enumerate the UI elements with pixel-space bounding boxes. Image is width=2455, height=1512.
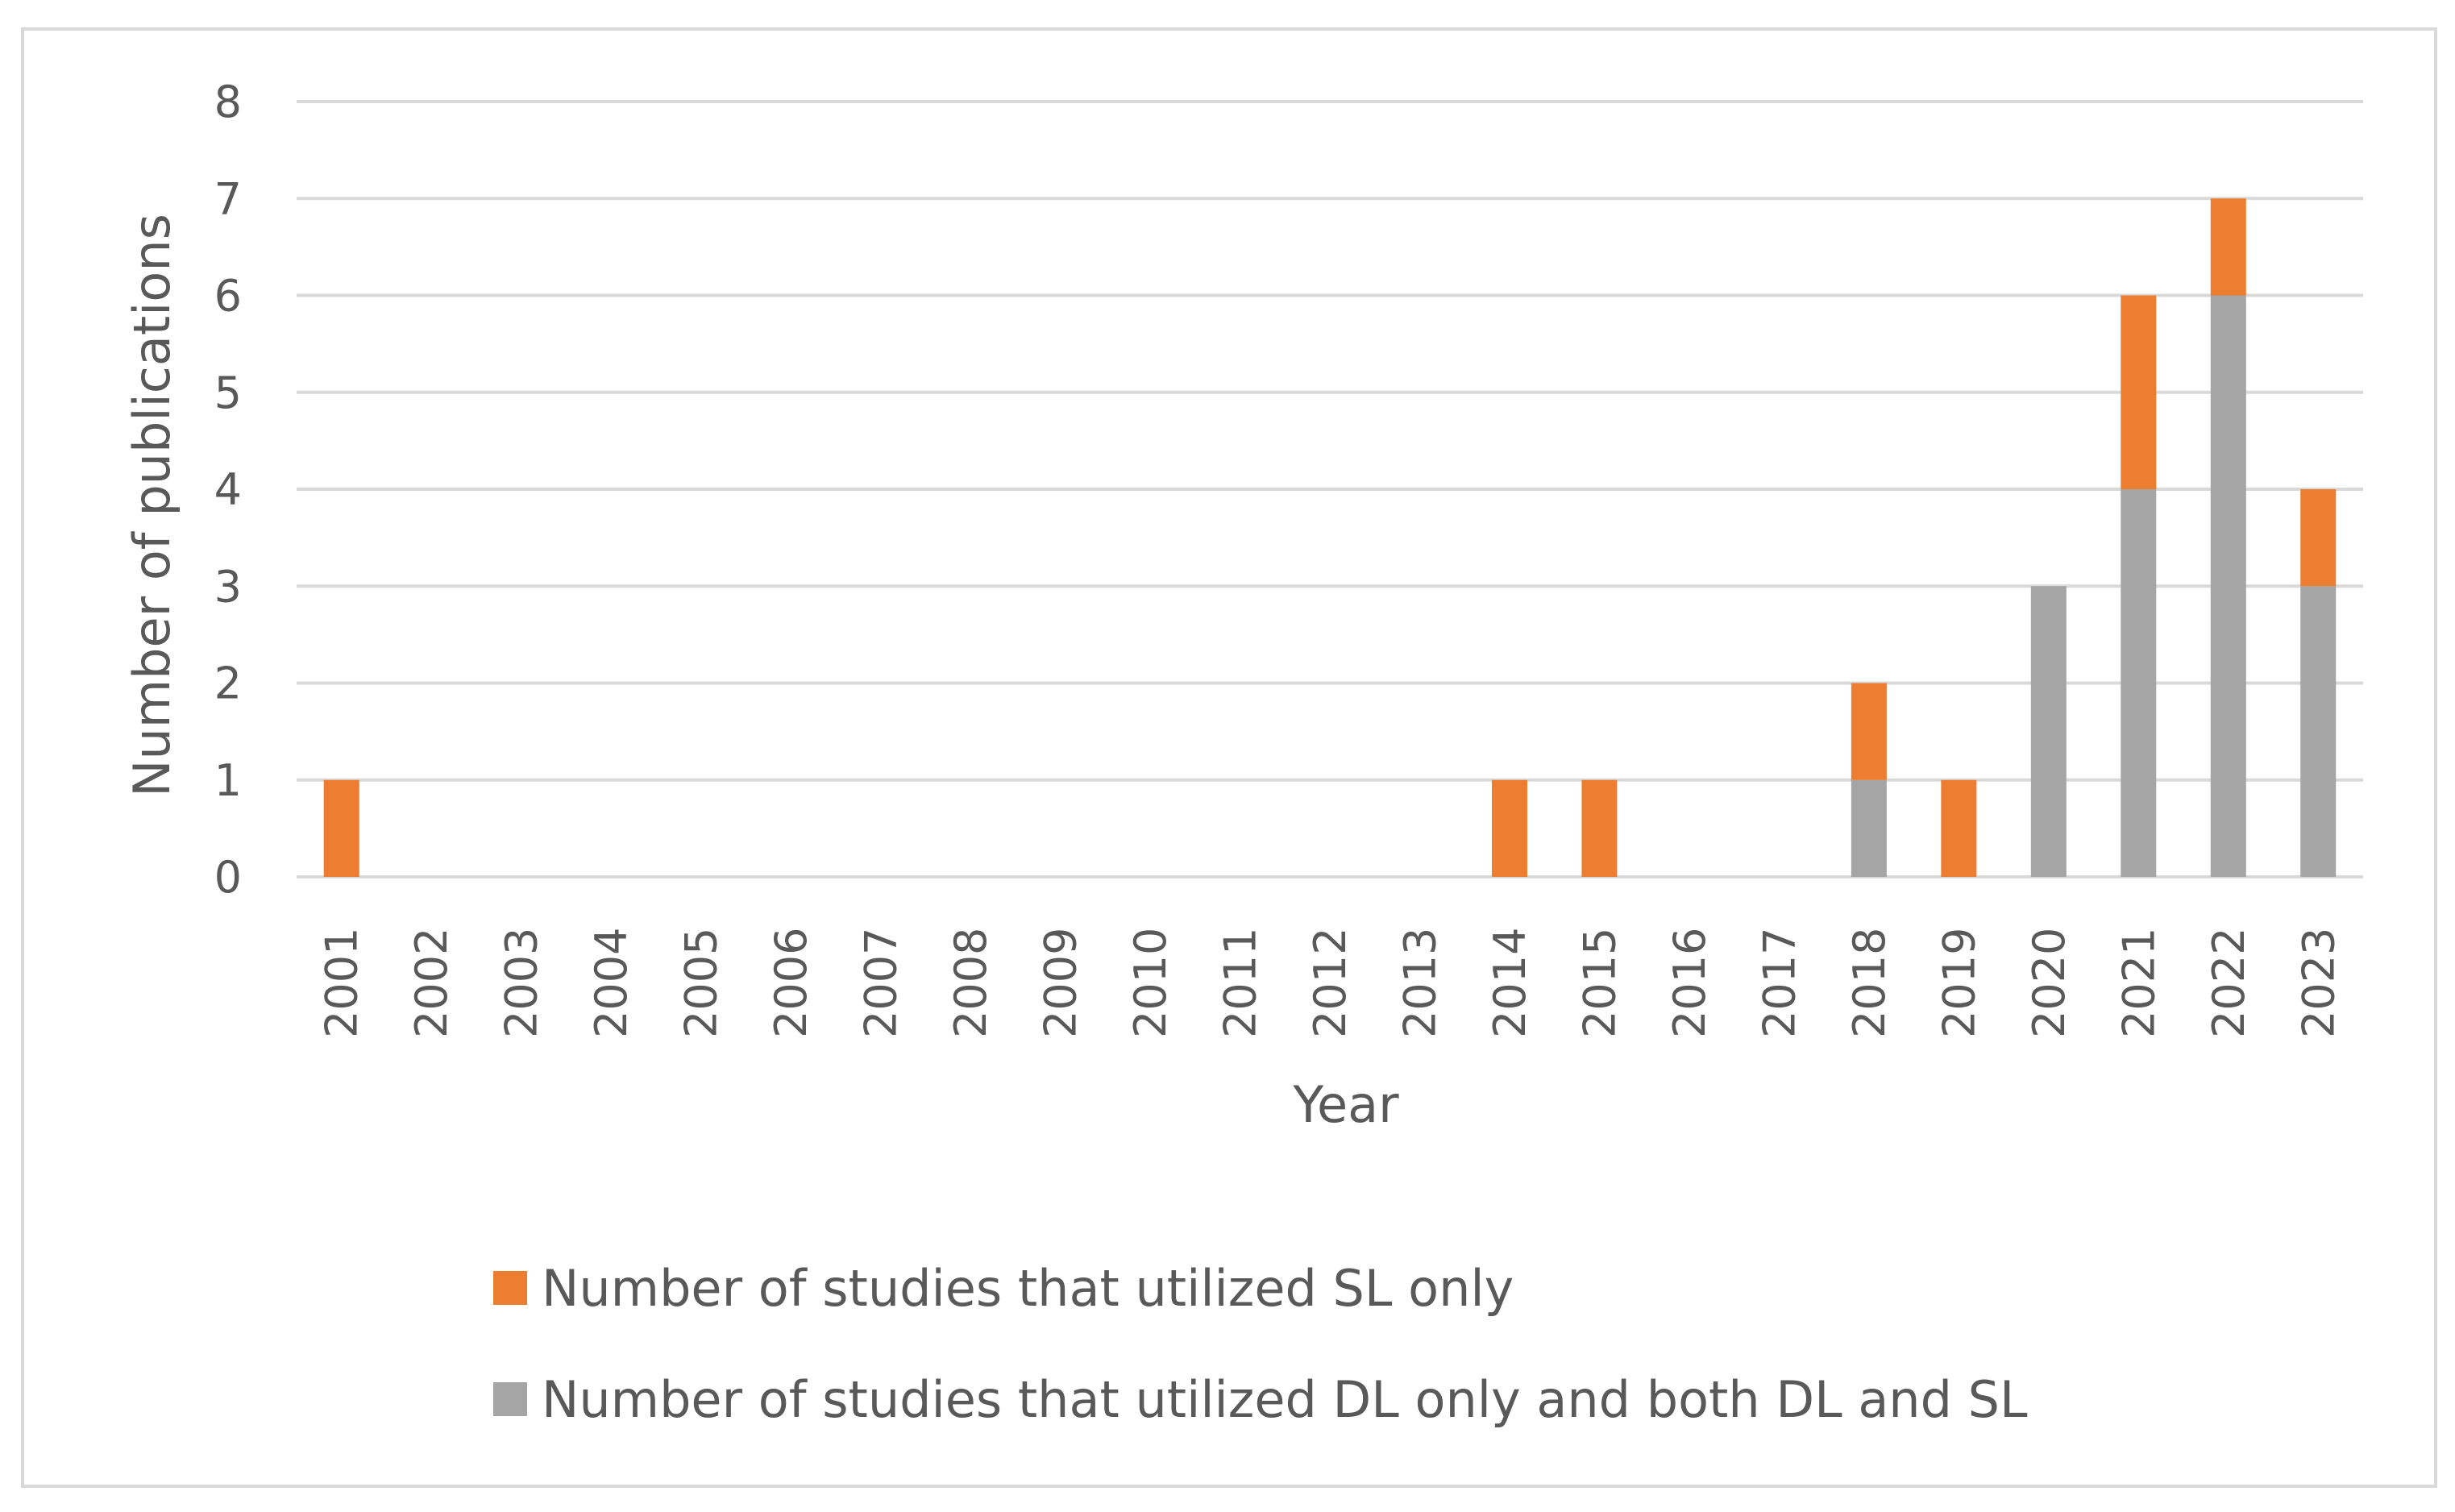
x-tick-label: 2001 bbox=[317, 928, 368, 1038]
bar-2023-series-1 bbox=[2300, 489, 2337, 587]
bar-2022-series-0 bbox=[2210, 295, 2246, 877]
y-tick-label: 2 bbox=[214, 658, 242, 709]
legend-label-1: Number of studies that utilized SL only bbox=[542, 1259, 1514, 1318]
x-axis-ticks: 2001 2002 2003 2004 2005 2006 2007 2008 2009 2010… bbox=[317, 928, 2345, 1038]
bar-2018-series-1 bbox=[1851, 683, 1887, 780]
bar-2022-series-1 bbox=[2210, 198, 2246, 296]
bars bbox=[323, 198, 2337, 877]
x-tick-label: 2011 bbox=[1215, 928, 1266, 1038]
x-tick-label: 2018 bbox=[1844, 928, 1895, 1038]
legend-swatch-0 bbox=[493, 1382, 527, 1416]
y-tick-label: 4 bbox=[214, 464, 242, 515]
y-tick-label: 7 bbox=[214, 173, 242, 224]
x-tick-label: 2019 bbox=[1934, 928, 1984, 1038]
bar-2020-series-0 bbox=[2030, 586, 2067, 877]
x-tick-label: 2009 bbox=[1036, 928, 1086, 1038]
bar-2018-series-0 bbox=[1851, 779, 1887, 877]
bar-2015-series-1 bbox=[1581, 779, 1618, 877]
bar-2014-series-1 bbox=[1491, 779, 1527, 877]
bar-2021-series-0 bbox=[2121, 489, 2157, 877]
y-tick-label: 1 bbox=[214, 755, 242, 806]
x-tick-label: 2006 bbox=[766, 928, 816, 1038]
gridlines bbox=[297, 100, 2363, 879]
y-axis-title: Number of publications bbox=[123, 214, 181, 797]
bar-2023-series-0 bbox=[2300, 586, 2337, 877]
x-tick-label: 2002 bbox=[406, 928, 457, 1038]
x-tick-label: 2013 bbox=[1394, 928, 1445, 1038]
bar-2021-series-1 bbox=[2121, 295, 2157, 489]
x-tick-label: 2010 bbox=[1125, 928, 1176, 1038]
y-tick-label: 3 bbox=[214, 561, 242, 612]
y-tick-label: 8 bbox=[214, 77, 242, 127]
x-tick-label: 2007 bbox=[856, 928, 907, 1038]
x-tick-label: 2003 bbox=[496, 928, 547, 1038]
y-tick-label: 5 bbox=[214, 368, 242, 418]
x-tick-label: 2004 bbox=[586, 928, 637, 1038]
x-tick-label: 2005 bbox=[676, 928, 727, 1038]
legend: Number of studies that utilized SL only N… bbox=[493, 1259, 2028, 1429]
x-tick-label: 2020 bbox=[2024, 928, 2075, 1038]
x-tick-label: 2014 bbox=[1485, 928, 1535, 1038]
bar-2001-series-1 bbox=[323, 779, 359, 877]
bar-2019-series-1 bbox=[1941, 779, 1977, 877]
y-axis-ticks: 0 1 2 3 4 5 6 7 8 bbox=[214, 77, 242, 903]
x-tick-label: 2015 bbox=[1574, 928, 1625, 1038]
legend-label-0: Number of studies that utilized DL only … bbox=[542, 1370, 2028, 1429]
x-tick-label: 2022 bbox=[2204, 928, 2254, 1038]
x-tick-label: 2023 bbox=[2293, 928, 2344, 1038]
x-tick-label: 2008 bbox=[945, 928, 996, 1038]
x-tick-label: 2012 bbox=[1305, 928, 1356, 1038]
y-tick-label: 6 bbox=[214, 271, 242, 322]
legend-swatch-1 bbox=[493, 1271, 527, 1305]
x-tick-label: 2021 bbox=[2113, 928, 2164, 1038]
x-tick-label: 2016 bbox=[1664, 928, 1715, 1038]
y-tick-label: 0 bbox=[214, 852, 242, 903]
x-axis-title: Year bbox=[1292, 1075, 1399, 1134]
x-tick-label: 2017 bbox=[1754, 928, 1805, 1038]
